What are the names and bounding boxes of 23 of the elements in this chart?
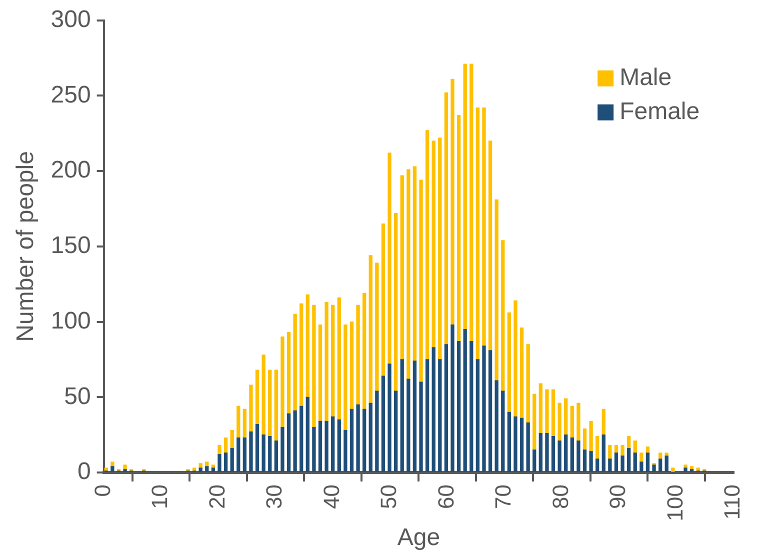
x-tick-label: 20: [204, 484, 230, 509]
legend-label: Female: [620, 98, 700, 126]
y-tick-label: 300: [50, 6, 91, 34]
x-tick-label: 80: [548, 484, 573, 509]
y-tick-label: 200: [50, 156, 91, 184]
x-tick-label: 110: [720, 484, 745, 520]
legend-label: Male: [620, 64, 672, 92]
x-tick-label: 30: [262, 484, 287, 509]
x-tick-label: 0: [90, 484, 115, 497]
y-tick-label: 250: [50, 81, 91, 108]
x-tick-label: 90: [605, 484, 630, 509]
y-tick-label: 150: [50, 232, 91, 260]
x-tick-label: 50: [376, 484, 402, 509]
x-tick-label: 40: [318, 484, 344, 509]
x-tick-label: 60: [433, 484, 458, 509]
x-tick-label: 70: [490, 484, 516, 509]
x-axis-title: Age: [397, 524, 440, 552]
x-tick-label: 10: [147, 484, 172, 509]
x-tick-label: 100: [662, 484, 688, 522]
y-axis-title: Number of people: [12, 151, 40, 342]
y-tick-label: 100: [50, 307, 91, 334]
y-tick-label: 0: [77, 458, 91, 486]
y-tick-label: 50: [64, 382, 91, 410]
